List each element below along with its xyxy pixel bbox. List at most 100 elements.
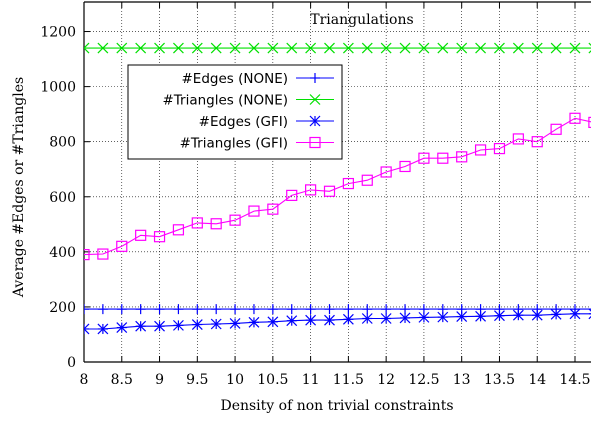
- legend-marker: [309, 94, 321, 105]
- data-point: [267, 203, 279, 215]
- data-point: [512, 309, 524, 321]
- data-point: [248, 205, 260, 217]
- data-point: [267, 304, 278, 315]
- x-tick-label: 13: [453, 372, 471, 388]
- data-point: [230, 304, 241, 315]
- data-point: [399, 42, 411, 54]
- data-point: [400, 304, 411, 315]
- data-point: [305, 304, 316, 315]
- data-point: [154, 304, 165, 315]
- x-tick-label: 10.5: [257, 372, 288, 388]
- data-point: [475, 42, 487, 54]
- series-line-2: [84, 313, 591, 330]
- data-point: [229, 214, 241, 226]
- data-point: [323, 185, 336, 197]
- data-point: [362, 304, 373, 315]
- legend-box: [127, 64, 343, 160]
- y-tick-label: 400: [49, 245, 76, 261]
- x-tick-label: 9.5: [186, 372, 208, 388]
- data-point: [512, 42, 524, 54]
- data-point: [324, 42, 335, 54]
- data-point: [380, 313, 392, 324]
- x-tick-label: 10: [226, 372, 244, 388]
- data-point: [286, 42, 298, 54]
- data-point: [324, 304, 335, 315]
- x-tick-label: 8.5: [111, 372, 133, 388]
- data-point: [135, 229, 147, 241]
- legend-marker: [309, 115, 321, 127]
- data-point: [210, 218, 222, 230]
- data-point: [361, 42, 373, 54]
- data-point: [267, 42, 279, 54]
- legend: #Edges (NONE) #Triangles (NONE) #Edges (GF…: [127, 64, 343, 160]
- data-point: [380, 42, 392, 54]
- y-axis-label: Average #Edges or #Triangles: [11, 77, 27, 298]
- data-point: [418, 311, 430, 323]
- data-point: [474, 144, 487, 156]
- data-point: [437, 42, 449, 54]
- data-point: [191, 319, 203, 330]
- data-point: [361, 174, 373, 186]
- axes: [83, 1, 591, 363]
- data-point: [229, 42, 241, 54]
- data-point: [550, 123, 562, 135]
- data-point: [97, 304, 108, 315]
- data-point: [342, 313, 354, 325]
- x-tick-label: 8: [80, 372, 89, 388]
- data-point: [550, 42, 562, 54]
- y-tick-label: 600: [49, 190, 76, 206]
- data-point: [399, 312, 411, 324]
- x-axis-label: Density of non trivial constraints: [220, 398, 453, 414]
- data-point: [116, 240, 128, 252]
- data-point: [380, 166, 392, 178]
- data-point: [154, 320, 165, 332]
- data-point: [97, 42, 109, 54]
- data-point: [248, 316, 260, 328]
- data-point: [116, 42, 128, 54]
- y-tick-label: 0: [67, 355, 76, 371]
- x-tick-label: 12.5: [408, 372, 439, 388]
- y-tick-label: 1000: [40, 80, 76, 96]
- data-point: [381, 304, 392, 315]
- data-point: [493, 142, 506, 155]
- data-point: [286, 304, 297, 315]
- data-point: [512, 133, 524, 145]
- data-point: [531, 136, 543, 148]
- y-tick-label: 800: [49, 135, 76, 151]
- chart-title: Triangulations: [310, 12, 413, 28]
- y-tick-label: 1200: [40, 25, 76, 41]
- data-point: [172, 224, 185, 236]
- legend-label: #Triangles (NONE): [162, 93, 288, 109]
- data-point: [588, 116, 591, 129]
- data-point: [456, 151, 468, 163]
- series-layer: [84, 42, 591, 335]
- data-point: [153, 231, 166, 243]
- data-point: [305, 42, 317, 54]
- data-point: [84, 249, 90, 261]
- data-point: [84, 323, 90, 335]
- data-point: [116, 304, 127, 315]
- data-point: [569, 112, 581, 124]
- data-point: [172, 319, 184, 331]
- legend-label: #Edges (GFI): [199, 114, 288, 130]
- data-point: [305, 184, 317, 196]
- x-tick-label: 9: [155, 372, 164, 388]
- data-point: [84, 42, 90, 54]
- data-point: [475, 310, 487, 322]
- data-point: [97, 248, 109, 260]
- data-point: [456, 311, 468, 322]
- data-point: [135, 320, 147, 332]
- data-point: [116, 322, 128, 334]
- data-point: [135, 304, 146, 315]
- data-point: [84, 304, 89, 315]
- data-point: [550, 308, 562, 320]
- data-point: [305, 314, 317, 326]
- data-point: [229, 318, 241, 329]
- data-point: [569, 308, 581, 320]
- data-point: [191, 217, 203, 229]
- data-point: [173, 304, 184, 315]
- data-point: [211, 304, 222, 315]
- legend-label: #Edges (NONE): [182, 71, 289, 87]
